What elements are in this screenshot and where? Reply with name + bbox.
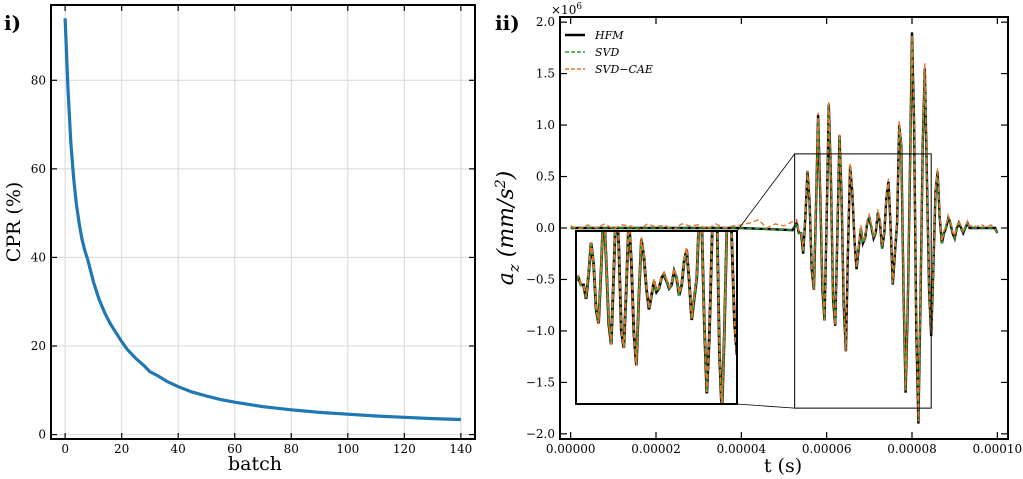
left-x-tick-label-2: 40: [171, 442, 186, 456]
left-x-axis-label: batch: [228, 453, 282, 475]
right-plot-frame: [559, 16, 1009, 440]
left-y-tick-label-4: 80: [31, 73, 46, 87]
zoom-connector-bottom: [736, 403, 795, 409]
right-x-tick-label-1: 0.00002: [631, 442, 681, 456]
inset-series-line-1: [576, 231, 737, 404]
legend-label-2: SVD−CAE: [595, 63, 653, 76]
inset-plot: [575, 230, 738, 405]
left-x-tick-label-1: 20: [114, 442, 129, 456]
legend: HFM SVD SVD−CAE: [565, 29, 653, 76]
right-x-tick-label-5: 0.00010: [973, 442, 1023, 456]
right-y-tick-label-0: −2.0: [526, 427, 555, 441]
right-y-tick-label-4: 0.0: [536, 221, 555, 235]
right-x-tick-label-2: 0.00004: [717, 442, 767, 456]
legend-label-0: HFM: [594, 29, 624, 42]
inset-frame: [575, 230, 738, 405]
left-y-tick-label-0: 0: [38, 428, 46, 442]
panel-label-left: i): [4, 11, 21, 35]
right-y-axis-label: az (mm/s2): [493, 171, 523, 286]
right-x-tick-label-0: 0.00000: [546, 442, 596, 456]
panel-label-right: ii): [495, 11, 520, 35]
left-x-tick-label-6: 120: [393, 442, 416, 456]
legend-label-1: SVD: [595, 46, 619, 59]
right-y-tick-label-6: 1.0: [536, 118, 555, 132]
left-x-ticks: 0 20 40 60 80 100 120 140: [61, 5, 472, 456]
right-y-tick-label-5: 0.5: [536, 170, 555, 184]
y-exponent-power: 6: [576, 2, 582, 12]
left-x-tick-label-4: 80: [284, 442, 299, 456]
left-plot-frame: [50, 4, 476, 440]
zoom-rectangle: [794, 153, 932, 409]
right-y-tick-label-8: 2.0: [536, 15, 555, 29]
zoom-connector-top: [736, 153, 795, 232]
inset-series-line-0: [576, 231, 737, 404]
right-y-tick-label-2: −1.0: [526, 324, 555, 338]
right-x-axis-label: t (s): [764, 455, 802, 477]
left-grid: [51, 5, 475, 439]
right-y-tick-label-7: 1.5: [536, 67, 555, 81]
right-y-tick-label-3: −0.5: [526, 272, 555, 286]
left-y-tick-label-2: 40: [31, 250, 46, 264]
left-y-tick-label-3: 60: [31, 162, 46, 176]
right-x-tick-label-4: 0.00008: [887, 442, 937, 456]
left-x-tick-label-7: 140: [449, 442, 472, 456]
right-y-tick-label-1: −1.5: [526, 375, 555, 389]
left-y-axis-label: CPR (%): [3, 182, 25, 263]
cpr-series-line: [63, 18, 461, 422]
left-x-tick-label-5: 100: [336, 442, 359, 456]
inset-series-group: [576, 231, 737, 404]
zoom-indicator: [736, 153, 932, 409]
right-x-ticks: 0.00000 0.00002 0.00004 0.00006 0.00008 0.000…: [546, 17, 1022, 456]
y-exponent-base: ×10: [551, 3, 576, 17]
right-x-tick-label-3: 0.00006: [802, 442, 852, 456]
left-x-tick-label-0: 0: [61, 442, 69, 456]
left-x-tick-label-3: 60: [227, 442, 242, 456]
right-y-ticks: −2.0 −1.5 −1.0 −0.5 0.0 0.5 1.0 1.5 2.0: [526, 15, 1008, 441]
left-y-tick-label-1: 20: [31, 339, 46, 353]
y-exponent-label: ×106: [551, 2, 582, 17]
